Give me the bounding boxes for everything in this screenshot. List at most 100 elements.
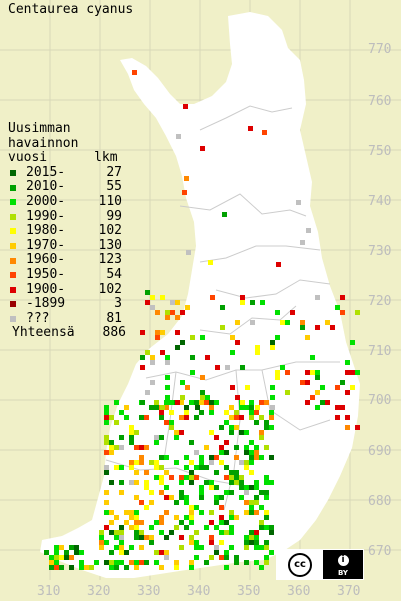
observation-square bbox=[175, 330, 180, 335]
observation-square bbox=[330, 325, 335, 330]
observation-square bbox=[315, 370, 320, 375]
observation-square bbox=[145, 350, 150, 355]
observation-square bbox=[250, 320, 255, 325]
legend-swatch bbox=[10, 199, 16, 206]
observation-square bbox=[224, 565, 229, 570]
observation-square bbox=[269, 525, 274, 530]
observation-square bbox=[54, 565, 59, 570]
observation-square bbox=[129, 560, 134, 565]
observation-square bbox=[214, 470, 219, 475]
observation-square bbox=[335, 415, 340, 420]
observation-square bbox=[222, 212, 227, 217]
observation-square bbox=[264, 480, 269, 485]
observation-square bbox=[139, 520, 144, 525]
observation-square bbox=[119, 525, 124, 530]
observation-square bbox=[275, 310, 280, 315]
legend-total: Yhteensä 886 bbox=[8, 326, 126, 341]
observation-square bbox=[254, 560, 259, 565]
observation-square bbox=[264, 540, 269, 545]
observation-square bbox=[109, 510, 114, 515]
observation-square bbox=[220, 305, 225, 310]
observation-square bbox=[129, 525, 134, 530]
observation-square bbox=[209, 535, 214, 540]
observation-square bbox=[215, 365, 220, 370]
observation-square bbox=[149, 525, 154, 530]
observation-square bbox=[214, 485, 219, 490]
observation-square bbox=[270, 340, 275, 345]
observation-square bbox=[114, 400, 119, 405]
observation-square bbox=[176, 134, 181, 139]
observation-square bbox=[154, 550, 159, 555]
observation-square bbox=[132, 70, 137, 75]
observation-square bbox=[179, 535, 184, 540]
observation-square bbox=[160, 330, 165, 335]
observation-square bbox=[174, 560, 179, 565]
observation-square bbox=[184, 495, 189, 500]
observation-square bbox=[104, 450, 109, 455]
observation-square bbox=[183, 104, 188, 109]
observation-square bbox=[164, 485, 169, 490]
observation-square bbox=[345, 390, 350, 395]
observation-square bbox=[99, 545, 104, 550]
observation-square bbox=[249, 485, 254, 490]
observation-square bbox=[254, 545, 259, 550]
observation-square bbox=[209, 430, 214, 435]
observation-square bbox=[119, 465, 124, 470]
observation-square bbox=[134, 495, 139, 500]
observation-square bbox=[179, 545, 184, 550]
observation-square bbox=[154, 405, 159, 410]
x-tick-label: 320 bbox=[87, 584, 111, 599]
observation-square bbox=[225, 365, 230, 370]
cc-by-license-badge[interactable]: cc i BY bbox=[276, 549, 364, 580]
observation-square bbox=[270, 385, 275, 390]
legend-entry: 1980- 102 bbox=[8, 224, 126, 239]
observation-square bbox=[104, 540, 109, 545]
observation-square bbox=[184, 465, 189, 470]
observation-square bbox=[104, 465, 109, 470]
observation-square bbox=[335, 405, 340, 410]
observation-square bbox=[54, 555, 59, 560]
legend-entry-label: 2000- bbox=[26, 193, 66, 209]
observation-square bbox=[134, 430, 139, 435]
observation-square bbox=[249, 455, 254, 460]
observation-square bbox=[249, 540, 254, 545]
observation-square bbox=[264, 495, 269, 500]
observation-square bbox=[104, 415, 109, 420]
observation-square bbox=[134, 510, 139, 515]
legend-entry: 1970- 130 bbox=[8, 238, 126, 254]
observation-square bbox=[134, 460, 139, 465]
observation-square bbox=[234, 555, 239, 560]
observation-square bbox=[84, 565, 89, 570]
observation-square bbox=[194, 400, 199, 405]
observation-square bbox=[89, 565, 94, 570]
legend-entry-count: 99 bbox=[106, 208, 122, 224]
observation-square bbox=[179, 490, 184, 495]
observation-square bbox=[230, 385, 235, 390]
observation-square bbox=[199, 485, 204, 490]
observation-square bbox=[194, 505, 199, 510]
observation-square bbox=[124, 520, 129, 525]
observation-square bbox=[129, 465, 134, 470]
observation-square bbox=[140, 355, 145, 360]
observation-square bbox=[159, 520, 164, 525]
x-tick-label: 350 bbox=[237, 584, 261, 599]
observation-square bbox=[254, 455, 259, 460]
observation-square bbox=[234, 425, 239, 430]
observation-square bbox=[149, 500, 154, 505]
observation-square bbox=[189, 480, 194, 485]
observation-square bbox=[209, 485, 214, 490]
legend-entry: 1990- 99 bbox=[8, 208, 126, 225]
observation-square bbox=[109, 530, 114, 535]
observation-square bbox=[170, 310, 175, 315]
observation-square bbox=[154, 520, 159, 525]
observation-square bbox=[79, 560, 84, 565]
legend-header-line: Uusimman bbox=[8, 121, 71, 136]
observation-square bbox=[150, 360, 155, 365]
y-tick-label: 680 bbox=[368, 494, 392, 509]
observation-square bbox=[149, 535, 154, 540]
observation-square bbox=[224, 530, 229, 535]
observation-square bbox=[229, 515, 234, 520]
observation-square bbox=[264, 445, 269, 450]
legend-entry-label: 1960- bbox=[26, 252, 66, 268]
observation-square bbox=[119, 435, 124, 440]
